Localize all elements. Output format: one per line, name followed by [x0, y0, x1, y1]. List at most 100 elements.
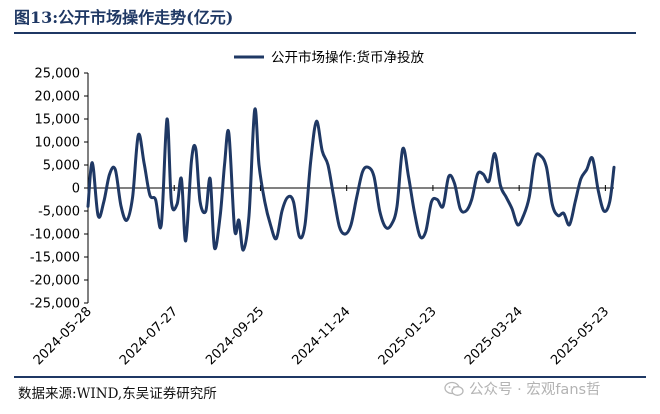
data-point — [242, 249, 244, 251]
data-point — [396, 205, 398, 207]
data-point — [442, 205, 444, 207]
figure-title: 图13:公开市场操作走势(亿元) — [14, 8, 234, 27]
data-point — [223, 164, 225, 166]
y-tick-label: -20,000 — [30, 274, 80, 289]
data-point — [511, 208, 513, 210]
footer-rule — [14, 376, 646, 378]
data-point — [126, 219, 128, 221]
data-point — [459, 208, 461, 210]
data-point — [344, 233, 346, 235]
data-source-note: 数据来源:WIND,东吴证券研究所 — [18, 386, 217, 402]
data-point — [528, 196, 530, 198]
data-point — [176, 203, 178, 205]
data-point — [287, 196, 289, 198]
data-point — [209, 178, 211, 180]
data-point — [425, 231, 427, 233]
data-point — [419, 235, 421, 237]
data-point — [568, 224, 570, 226]
data-point — [591, 157, 593, 159]
data-point — [149, 194, 151, 196]
data-point — [304, 224, 306, 226]
data-point — [574, 201, 576, 203]
data-point — [384, 226, 386, 228]
data-point — [488, 180, 490, 182]
data-point — [373, 175, 375, 177]
data-point — [597, 189, 599, 191]
y-tick-label: 25,000 — [35, 67, 81, 82]
data-point — [390, 224, 392, 226]
data-point — [407, 175, 409, 177]
data-point — [482, 173, 484, 175]
data-point — [476, 173, 478, 175]
data-point — [563, 212, 565, 214]
data-point — [356, 196, 358, 198]
data-point — [87, 205, 89, 207]
series-layer — [86, 107, 616, 252]
y-tick-label: 5,000 — [43, 159, 80, 174]
data-point — [315, 120, 317, 122]
data-point — [180, 178, 182, 180]
data-point — [219, 214, 221, 216]
line-chart: 25,000 20,000 15,000 10,000 5,000 0 -5,000 -10,… — [30, 49, 616, 368]
data-point — [195, 148, 197, 150]
x-tick-label: 2025-03-24 — [462, 304, 526, 368]
data-point — [205, 210, 207, 212]
x-tick-label: 2025-01-23 — [376, 304, 440, 368]
data-point — [379, 210, 381, 212]
data-point — [258, 164, 260, 166]
x-tick-label: 2024-09-25 — [203, 304, 267, 368]
data-point — [471, 198, 473, 200]
data-point — [436, 198, 438, 200]
data-point — [402, 148, 404, 150]
x-tick-label: 2025-05-23 — [548, 304, 612, 368]
y-tick-label: -15,000 — [30, 251, 80, 266]
data-point — [540, 155, 542, 157]
x-tick-label: 2024-11-24 — [289, 304, 353, 368]
data-point — [505, 196, 507, 198]
data-point — [166, 118, 168, 120]
data-point — [338, 226, 340, 228]
data-point — [586, 168, 588, 170]
data-point — [97, 214, 99, 216]
data-point — [609, 201, 611, 203]
data-point — [580, 178, 582, 180]
series-line-net-injection — [86, 107, 616, 252]
data-point — [281, 210, 283, 212]
data-point — [199, 201, 201, 203]
wechat-icon — [444, 381, 464, 396]
title-underline — [14, 32, 636, 34]
y-tick-label: -25,000 — [30, 297, 80, 312]
data-point — [213, 247, 215, 249]
data-point — [522, 214, 524, 216]
data-point — [114, 168, 116, 170]
data-point — [494, 152, 496, 154]
data-point — [603, 210, 605, 212]
data-point — [430, 201, 432, 203]
watermark: 公众号 · 宏观fans哲 — [444, 378, 601, 399]
data-point — [190, 159, 192, 161]
chart-axes: 25,000 20,000 15,000 10,000 5,000 0 -5,000 -10,… — [30, 67, 614, 368]
data-point — [534, 157, 536, 159]
x-tick-label: 2024-07-27 — [117, 304, 181, 368]
data-point — [465, 210, 467, 212]
data-point — [327, 164, 329, 166]
watermark-text: 公众号 · 宏观fans哲 — [469, 382, 601, 398]
data-point — [248, 214, 250, 216]
y-tick-label: -10,000 — [30, 228, 80, 243]
data-point — [154, 198, 156, 200]
data-point — [333, 196, 335, 198]
data-point — [275, 237, 277, 239]
data-point — [185, 240, 187, 242]
data-point — [233, 228, 235, 230]
data-point — [143, 162, 145, 164]
data-point — [292, 201, 294, 203]
chart-legend: 公开市场操作:货币净投放 — [234, 49, 425, 66]
data-point — [131, 196, 133, 198]
y-tick-label: 0 — [72, 182, 80, 197]
data-point — [367, 166, 369, 168]
data-point — [613, 166, 615, 168]
data-point — [228, 132, 230, 134]
data-point — [254, 109, 256, 111]
data-point — [321, 150, 323, 152]
data-point — [160, 224, 162, 226]
